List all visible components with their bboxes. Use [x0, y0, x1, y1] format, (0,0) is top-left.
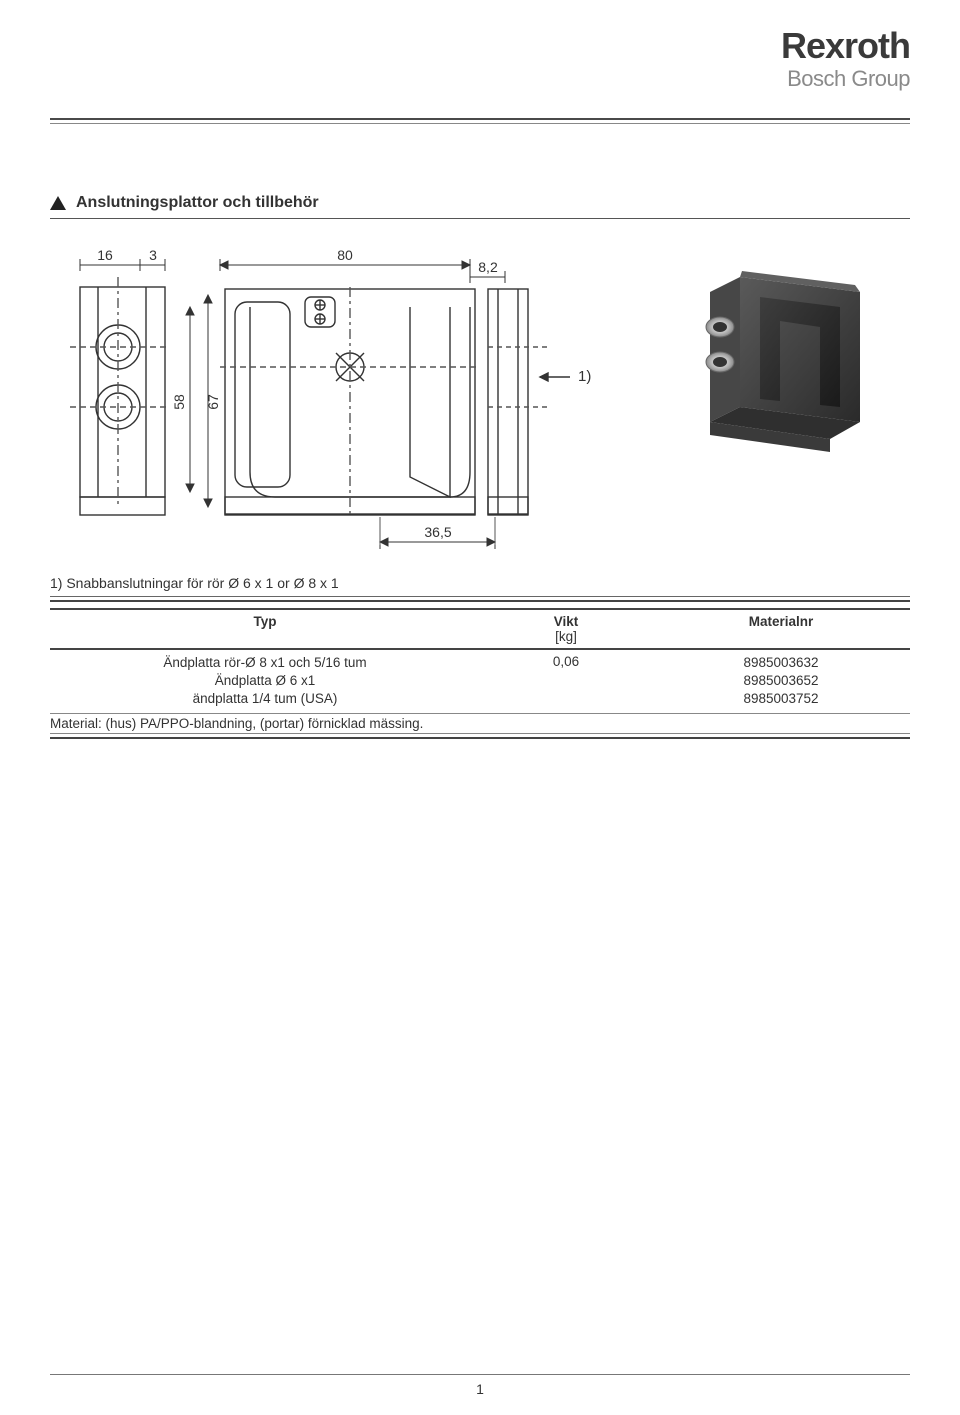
brand-main: Rexroth — [781, 28, 910, 64]
dim-16: 16 — [97, 247, 113, 263]
typ-line-0: Ändplatta rör-Ø 8 x1 och 5/16 tum — [50, 654, 480, 672]
dim-8-2: 8,2 — [478, 259, 498, 275]
page-number: 1 — [476, 1381, 484, 1397]
spec-table: Typ Vikt [kg] Materialnr Ändplatta rör-Ø… — [50, 608, 910, 714]
drawing-caption: 1) Snabbanslutningar för rör Ø 6 x 1 or … — [50, 575, 910, 591]
note-rules — [50, 733, 910, 739]
dim-80: 80 — [337, 247, 353, 263]
cell-typ: Ändplatta rör-Ø 8 x1 och 5/16 tum Ändpla… — [50, 654, 480, 709]
dim-3: 3 — [149, 247, 157, 263]
header-rule-thick — [50, 118, 910, 120]
section-triangle-icon — [50, 196, 66, 210]
typ-line-2: ändplatta 1/4 tum (USA) — [50, 690, 480, 708]
dim-67: 67 — [205, 394, 221, 410]
note-1-callout: 1) — [578, 368, 591, 385]
drawing-area: 16 3 80 8,2 — [50, 247, 910, 557]
th-vikt-unit: [kg] — [480, 629, 652, 644]
material-note: Material: (hus) PA/PPO-blandning, (porta… — [50, 716, 910, 731]
th-typ: Typ — [50, 614, 480, 644]
header-rule-thin — [50, 123, 910, 124]
section-title-row: Anslutningsplattor och tillbehör — [50, 194, 910, 212]
th-vikt: Vikt [kg] — [480, 614, 652, 644]
th-materialnr: Materialnr — [652, 614, 910, 644]
mat-line-2: 8985003752 — [652, 690, 910, 708]
note-rule-thick — [50, 737, 910, 739]
mat-line-1: 8985003652 — [652, 672, 910, 690]
section-rule — [50, 218, 910, 219]
caption-rule-thin — [50, 596, 910, 597]
brand-block: Rexroth Bosch Group — [781, 28, 910, 92]
mat-line-0: 8985003632 — [652, 654, 910, 672]
footer-rule — [50, 1374, 910, 1375]
caption-rule-thick — [50, 600, 910, 602]
typ-line-1: Ändplatta Ø 6 x1 — [50, 672, 480, 690]
cell-materialnr: 8985003632 8985003652 8985003752 — [652, 654, 910, 709]
table-header-row: Typ Vikt [kg] Materialnr — [50, 608, 910, 650]
table-row: Ändplatta rör-Ø 8 x1 och 5/16 tum Ändpla… — [50, 650, 910, 714]
dim-58: 58 — [171, 394, 187, 410]
dim-36-5: 36,5 — [424, 524, 451, 540]
brand-sub: Bosch Group — [781, 66, 910, 92]
section-title: Anslutningsplattor och tillbehör — [76, 194, 319, 212]
technical-drawing: 16 3 80 8,2 — [50, 247, 610, 557]
note-rule-thin — [50, 733, 910, 734]
product-photo — [670, 257, 890, 462]
th-vikt-label: Vikt — [480, 614, 652, 629]
cell-vikt: 0,06 — [480, 654, 652, 709]
